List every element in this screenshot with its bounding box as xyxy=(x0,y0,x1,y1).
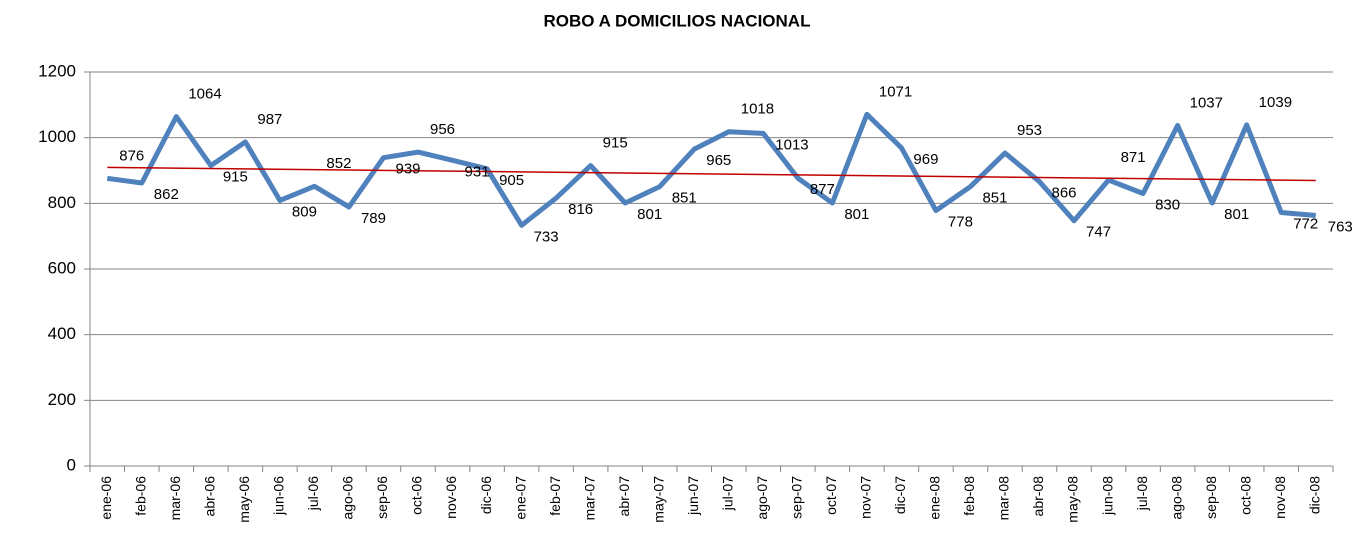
x-tick-label: feb-06 xyxy=(132,476,148,516)
x-tick-label: jun-08 xyxy=(1099,476,1115,516)
data-label: 1071 xyxy=(879,83,912,100)
y-tick-label: 400 xyxy=(48,324,76,343)
x-tick-label: may-06 xyxy=(236,476,252,523)
data-label: 1037 xyxy=(1190,94,1223,111)
data-label: 801 xyxy=(637,206,662,223)
data-label: 931 xyxy=(465,163,490,180)
data-label: 1039 xyxy=(1259,94,1292,111)
x-tick-label: sep-06 xyxy=(374,476,390,519)
data-label: 905 xyxy=(499,172,524,189)
data-label: 987 xyxy=(257,111,282,128)
x-tick-label: oct-07 xyxy=(823,476,839,515)
data-label: 969 xyxy=(913,151,938,168)
data-label: 816 xyxy=(568,201,593,218)
x-tick-label: abr-07 xyxy=(616,476,632,517)
x-tick-label: ago-06 xyxy=(340,476,356,520)
y-tick-label: 800 xyxy=(48,193,76,212)
x-tick-label: may-08 xyxy=(1065,476,1081,523)
y-tick-label: 200 xyxy=(48,390,76,409)
data-label: 801 xyxy=(844,206,869,223)
x-tick-label: jul-06 xyxy=(305,476,321,511)
data-label: 852 xyxy=(326,155,351,172)
data-label: 778 xyxy=(948,214,973,231)
data-label: 733 xyxy=(534,228,559,245)
data-label: 866 xyxy=(1052,185,1077,202)
x-tick-label: abr-06 xyxy=(202,476,218,517)
data-label: 965 xyxy=(706,152,731,169)
y-tick-label: 1000 xyxy=(38,127,76,146)
data-label: 851 xyxy=(982,190,1007,207)
data-label: 953 xyxy=(1017,122,1042,139)
x-tick-label: mar-06 xyxy=(167,476,183,521)
x-tick-label: oct-08 xyxy=(1237,476,1253,515)
data-label: 851 xyxy=(672,190,697,207)
x-tick-label: sep-08 xyxy=(1203,476,1219,519)
trend-line xyxy=(107,166,1316,182)
x-tick-label: abr-08 xyxy=(1030,476,1046,517)
x-tick-label: jul-07 xyxy=(719,476,735,511)
x-tick-label: nov-06 xyxy=(443,476,459,519)
y-tick-label: 0 xyxy=(67,455,76,474)
x-tick-label: ene-06 xyxy=(98,476,114,520)
x-tick-label: nov-08 xyxy=(1272,476,1288,519)
data-label: 877 xyxy=(810,181,835,198)
x-tick-label: dic-07 xyxy=(892,476,908,514)
x-tick-label: oct-06 xyxy=(409,476,425,515)
data-label: 862 xyxy=(154,186,179,203)
data-label: 876 xyxy=(119,147,144,164)
data-label: 809 xyxy=(292,203,317,220)
x-tick-label: mar-07 xyxy=(581,476,597,521)
x-tick-label: jul-08 xyxy=(1134,476,1150,511)
data-label: 1064 xyxy=(188,86,221,103)
x-tick-label: ene-08 xyxy=(927,476,943,520)
data-label: 763 xyxy=(1328,218,1353,235)
data-label: 871 xyxy=(1121,149,1146,166)
chart-title: ROBO A DOMICILIOS NACIONAL xyxy=(544,11,811,30)
data-label: 772 xyxy=(1293,215,1318,232)
x-tick-label: feb-07 xyxy=(547,476,563,516)
data-label: 789 xyxy=(361,210,386,227)
data-label: 747 xyxy=(1086,224,1111,241)
data-label: 801 xyxy=(1224,206,1249,223)
y-tick-label: 1200 xyxy=(38,61,76,80)
x-tick-label: mar-08 xyxy=(996,476,1012,521)
x-tick-label: ago-08 xyxy=(1168,476,1184,520)
data-label: 956 xyxy=(430,121,455,138)
data-line xyxy=(106,111,1316,228)
x-tick-label: nov-07 xyxy=(858,476,874,519)
x-tick-label: sep-07 xyxy=(789,476,805,519)
x-tick-label: may-07 xyxy=(650,476,666,523)
x-tick-label: jun-07 xyxy=(685,476,701,516)
data-label: 915 xyxy=(223,169,248,186)
data-label: 939 xyxy=(395,161,420,178)
x-tick-label: dic-08 xyxy=(1306,476,1322,514)
y-tick-label: 600 xyxy=(48,258,76,277)
x-tick-label: feb-08 xyxy=(961,476,977,516)
x-tick-label: dic-06 xyxy=(478,476,494,514)
x-tick-label: jun-06 xyxy=(271,476,287,516)
x-tick-label: ene-07 xyxy=(512,476,528,520)
x-tick-label: ago-07 xyxy=(754,476,770,520)
data-label: 915 xyxy=(603,135,628,152)
data-label: 1013 xyxy=(775,136,808,153)
data-label: 830 xyxy=(1155,196,1180,213)
data-label: 1018 xyxy=(741,101,774,118)
